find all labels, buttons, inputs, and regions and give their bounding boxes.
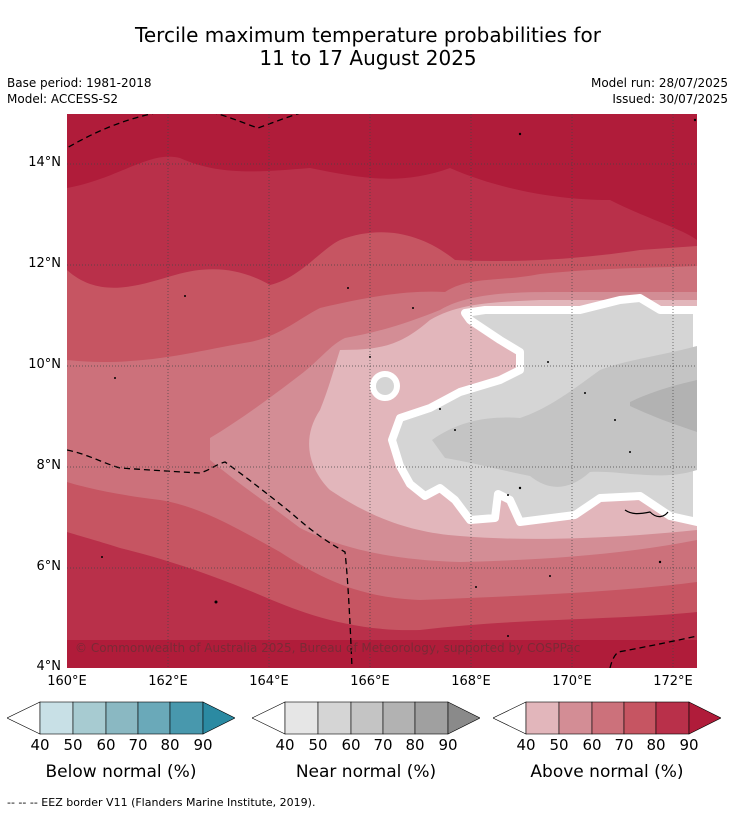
colorbar-above-tick: 70 [614, 736, 634, 754]
lon-label-168e: 168°E [451, 674, 491, 689]
colorbar-above-tick: 40 [516, 736, 536, 754]
colorbar-above-cell [525, 701, 560, 735]
base-period-text: Base period: 1981-2018 [7, 76, 152, 90]
lat-label-6n: 6°N [36, 559, 62, 574]
colorbar-below-title: Below normal (%) [45, 762, 197, 782]
colorbar-above-cell [591, 701, 625, 735]
colorbar-above-title: Above normal (%) [530, 762, 684, 782]
colorbar-below-tick: 40 [30, 736, 50, 754]
model-text: Model: ACCESS-S2 [7, 92, 119, 106]
eez-border-west [67, 449, 353, 668]
colorbar-above-extend-low [493, 701, 527, 735]
lat-label-14n: 14°N [28, 155, 61, 170]
lat-label-8n: 8°N [36, 458, 62, 473]
meta-right: Model run: 28/07/2025 Issued: 30/07/2025 [591, 75, 728, 107]
probability-map [67, 114, 697, 668]
lon-label-164e: 164°E [249, 674, 289, 689]
eez-footer-note: -- -- -- EEZ border V11 (Flanders Marine… [7, 796, 316, 809]
colorbar-below-tick: 70 [128, 736, 148, 754]
colorbar-near-ticks: 40 50 60 70 80 90 [252, 736, 480, 756]
colorbar-below-cell [105, 701, 139, 735]
colorbar-near-extend-high [447, 701, 480, 735]
island-dots [101, 118, 697, 637]
colorbar-below-extend-low [7, 701, 41, 735]
colorbar-above-ticks: 40 50 60 70 80 90 [493, 736, 721, 756]
colorbar-near-cell [284, 701, 319, 735]
colorbar-near-tick: 90 [438, 736, 458, 754]
colorbar-below-cell [39, 701, 74, 735]
colorbar-below-extend-high [202, 701, 235, 735]
colorbar-below-tick: 90 [193, 736, 213, 754]
lat-label-10n: 10°N [28, 357, 61, 372]
colorbar-near-extend-low [252, 701, 286, 735]
colorbar-near-tick: 50 [308, 736, 328, 754]
colorbar-above-cell [655, 701, 690, 735]
colorbar-below-cell [72, 701, 107, 735]
lon-label-172e: 172°E [653, 674, 693, 689]
lon-label-160e: 160°E [47, 674, 87, 689]
graticule [67, 114, 697, 668]
near-normal-island-patch [370, 371, 400, 401]
colorbar-above-cell [623, 701, 657, 735]
colorbar-near-cell [382, 701, 416, 735]
colorbar-above-extend-high [688, 701, 721, 735]
lat-label-12n: 12°N [28, 256, 61, 271]
lon-label-162e: 162°E [148, 674, 188, 689]
colorbar-near-cell [350, 701, 384, 735]
near-normal-50 [630, 380, 697, 432]
issued-text: Issued: 30/07/2025 [612, 92, 728, 106]
colorbar-near-cell [317, 701, 352, 735]
colorbar-above-cell [558, 701, 593, 735]
colorbar-near-title: Near normal (%) [295, 762, 437, 782]
colorbar-above-tick: 90 [679, 736, 699, 754]
colorbar-below-tick: 50 [63, 736, 83, 754]
colorbar-below-cell [169, 701, 204, 735]
copyright-notice: © Commonwealth of Australia 2025, Bureau… [75, 641, 581, 655]
colorbar-near-tick: 40 [275, 736, 295, 754]
colorbar-near-normal [252, 701, 480, 735]
lon-label-170e: 170°E [552, 674, 592, 689]
eez-border-south [609, 635, 697, 668]
lon-label-166e: 166°E [350, 674, 390, 689]
colorbar-below-cell [137, 701, 171, 735]
colorbar-below-tick: 80 [160, 736, 180, 754]
colorbar-near-cell [414, 701, 449, 735]
colorbar-above-tick: 80 [646, 736, 666, 754]
colorbar-near-tick: 60 [341, 736, 361, 754]
meta-left: Base period: 1981-2018 Model: ACCESS-S2 [7, 75, 152, 107]
colorbar-below-ticks: 40 50 60 70 80 90 [7, 736, 235, 756]
colorbar-near-tick: 70 [373, 736, 393, 754]
colorbar-above-tick: 50 [549, 736, 569, 754]
colorbar-above-normal [493, 701, 721, 735]
lat-label-4n: 4°N [36, 659, 62, 674]
model-run-text: Model run: 28/07/2025 [590, 76, 728, 90]
colorbar-below-normal [7, 701, 235, 735]
island-outline [624, 509, 669, 518]
colorbar-near-tick: 80 [405, 736, 425, 754]
map-title-line1: Tercile maximum temperature probabilitie… [135, 23, 601, 47]
map-title-line2: 11 to 17 August 2025 [259, 46, 477, 70]
colorbar-above-tick: 60 [582, 736, 602, 754]
colorbar-below-tick: 60 [96, 736, 116, 754]
